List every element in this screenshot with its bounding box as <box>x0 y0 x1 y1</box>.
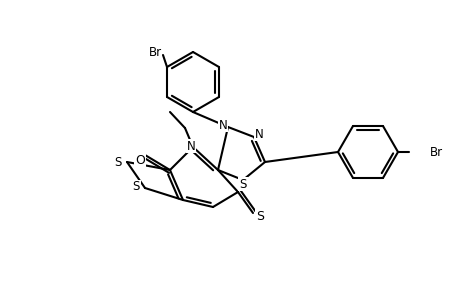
Text: Br: Br <box>148 46 161 59</box>
Text: N: N <box>186 140 195 152</box>
Text: S: S <box>256 209 263 223</box>
Text: S: S <box>114 155 122 169</box>
Text: N: N <box>254 128 263 140</box>
Text: S: S <box>132 181 140 194</box>
Text: Br: Br <box>429 146 442 158</box>
Text: N: N <box>218 118 227 131</box>
Text: S: S <box>239 178 246 190</box>
Text: O: O <box>135 154 145 166</box>
